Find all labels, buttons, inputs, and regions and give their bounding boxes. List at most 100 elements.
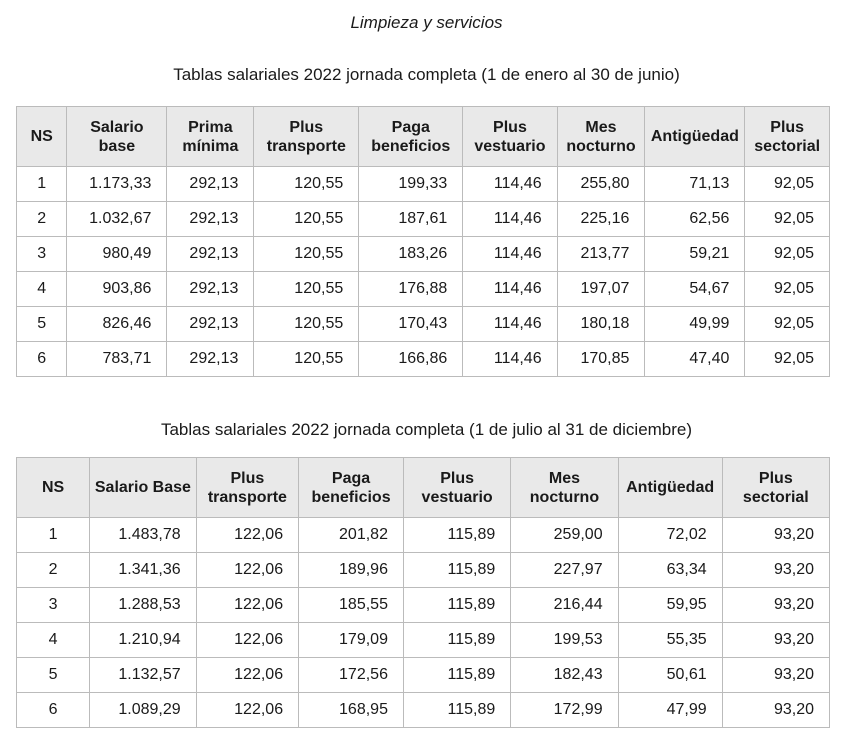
cell-value: 120,55 [253, 306, 360, 342]
cell-value: 182,43 [510, 657, 619, 693]
cell-value: 201,82 [298, 517, 404, 553]
document-page: Limpieza y servicios Tablas salariales 2… [0, 12, 853, 728]
cell-value: 122,06 [195, 657, 300, 693]
cell-value: 122,06 [195, 692, 300, 728]
cell-value: 122,06 [195, 622, 300, 658]
cell-ns: 1 [15, 517, 91, 553]
cell-value: 63,34 [617, 552, 723, 588]
column-header-antig-edad: Antigüedad [617, 457, 723, 518]
cell-value: 168,95 [298, 692, 404, 728]
cell-value: 292,13 [166, 271, 255, 307]
cell-value: 166,86 [358, 341, 464, 377]
cell-value: 292,13 [166, 166, 255, 202]
cell-value: 92,05 [744, 306, 830, 342]
column-header-salario-base: Salario base [66, 106, 168, 167]
table-row: 5 1.132,57 122,06 172,56 115,89 182,43 50,61 93… [15, 657, 831, 693]
cell-value: 199,33 [358, 166, 464, 202]
cell-value: 980,49 [66, 236, 168, 272]
cell-ns: 6 [15, 692, 91, 728]
cell-value: 92,05 [744, 341, 830, 377]
table-row: 6 783,71 292,13 120,55 166,86 114,46 170,85 47,… [15, 341, 830, 377]
table-row: 3 1.288,53 122,06 185,55 115,89 216,44 59,95 93… [15, 587, 831, 623]
cell-value: 189,96 [298, 552, 404, 588]
cell-value: 213,77 [556, 236, 646, 272]
cell-value: 170,43 [358, 306, 464, 342]
cell-value: 115,89 [402, 622, 512, 658]
cell-value: 115,89 [402, 692, 512, 728]
page-title: Limpieza y servicios [350, 13, 503, 32]
table-caption-first-half: Tablas salariales 2022 jornada completa … [173, 65, 680, 84]
cell-ns: 4 [15, 271, 68, 307]
cell-value: 62,56 [644, 201, 746, 237]
cell-value: 93,20 [721, 587, 831, 623]
cell-value: 122,06 [195, 552, 300, 588]
table-row: 4 1.210,94 122,06 179,09 115,89 199,53 55,35 93… [15, 622, 831, 658]
table-row: 4 903,86 292,13 120,55 176,88 114,46 197,07 54,… [15, 271, 830, 307]
column-header-paga-beneficios: Paga beneficios [298, 457, 404, 518]
cell-value: 292,13 [166, 341, 255, 377]
salary-table-second-half: NS Salario Base Plus transporte Paga benefi… [15, 457, 831, 728]
cell-value: 59,95 [617, 587, 723, 623]
cell-value: 180,18 [556, 306, 646, 342]
cell-value: 120,55 [253, 236, 360, 272]
table-row: 6 1.089,29 122,06 168,95 115,89 172,99 47,99 93… [15, 692, 831, 728]
cell-value: 114,46 [462, 271, 558, 307]
salary-table-first-half: NS Salario base Prima mínima Plus transport… [15, 106, 830, 377]
cell-value: 50,61 [617, 657, 723, 693]
cell-value: 93,20 [721, 622, 831, 658]
cell-value: 115,89 [402, 657, 512, 693]
table-caption-second-half: Tablas salariales 2022 jornada completa … [160, 420, 693, 439]
cell-value: 176,88 [358, 271, 464, 307]
cell-value: 292,13 [166, 201, 255, 237]
cell-ns: 3 [15, 587, 91, 623]
cell-value: 120,55 [253, 166, 360, 202]
cell-ns: 1 [15, 166, 68, 202]
cell-value: 259,00 [510, 517, 619, 553]
cell-value: 199,53 [510, 622, 619, 658]
cell-value: 55,35 [617, 622, 723, 658]
cell-value: 185,55 [298, 587, 404, 623]
cell-value: 903,86 [66, 271, 168, 307]
cell-value: 170,85 [556, 341, 646, 377]
cell-value: 216,44 [510, 587, 619, 623]
cell-value: 115,89 [402, 587, 512, 623]
cell-value: 71,13 [644, 166, 746, 202]
cell-value: 92,05 [744, 201, 830, 237]
cell-value: 1.210,94 [89, 622, 197, 658]
cell-value: 826,46 [66, 306, 168, 342]
cell-value: 197,07 [556, 271, 646, 307]
table-row: 2 1.032,67 292,13 120,55 187,61 114,46 225,16 6… [15, 201, 830, 237]
cell-value: 54,67 [644, 271, 746, 307]
cell-ns: 4 [15, 622, 91, 658]
column-header-plus-vestuario: Plus vestuario [402, 457, 512, 518]
cell-value: 114,46 [462, 306, 558, 342]
cell-value: 93,20 [721, 552, 831, 588]
cell-value: 120,55 [253, 271, 360, 307]
table-row: 3 980,49 292,13 120,55 183,26 114,46 213,77 59,… [15, 236, 830, 272]
cell-value: 115,89 [402, 517, 512, 553]
cell-ns: 5 [15, 657, 91, 693]
cell-value: 47,99 [617, 692, 723, 728]
cell-value: 92,05 [744, 236, 830, 272]
table-row: 1 1.483,78 122,06 201,82 115,89 259,00 72,02 93… [15, 517, 831, 553]
cell-value: 114,46 [462, 166, 558, 202]
table-row: 2 1.341,36 122,06 189,96 115,89 227,97 63,34 93… [15, 552, 831, 588]
cell-value: 122,06 [195, 517, 300, 553]
cell-value: 114,46 [462, 341, 558, 377]
table-section-first-half: Tablas salariales 2022 jornada completa … [0, 64, 853, 377]
cell-value: 114,46 [462, 236, 558, 272]
cell-value: 93,20 [721, 692, 831, 728]
cell-value: 72,02 [617, 517, 723, 553]
cell-value: 225,16 [556, 201, 646, 237]
cell-value: 92,05 [744, 166, 830, 202]
cell-value: 93,20 [721, 517, 831, 553]
cell-value: 49,99 [644, 306, 746, 342]
cell-value: 1.089,29 [89, 692, 197, 728]
cell-value: 172,56 [298, 657, 404, 693]
table-section-second-half: Tablas salariales 2022 jornada completa … [0, 419, 853, 728]
cell-value: 59,21 [644, 236, 746, 272]
column-header-plus-transporte: Plus transporte [253, 106, 360, 167]
cell-value: 227,97 [510, 552, 619, 588]
cell-value: 183,26 [358, 236, 464, 272]
column-header-plus-sectorial: Plus sectorial [721, 457, 831, 518]
